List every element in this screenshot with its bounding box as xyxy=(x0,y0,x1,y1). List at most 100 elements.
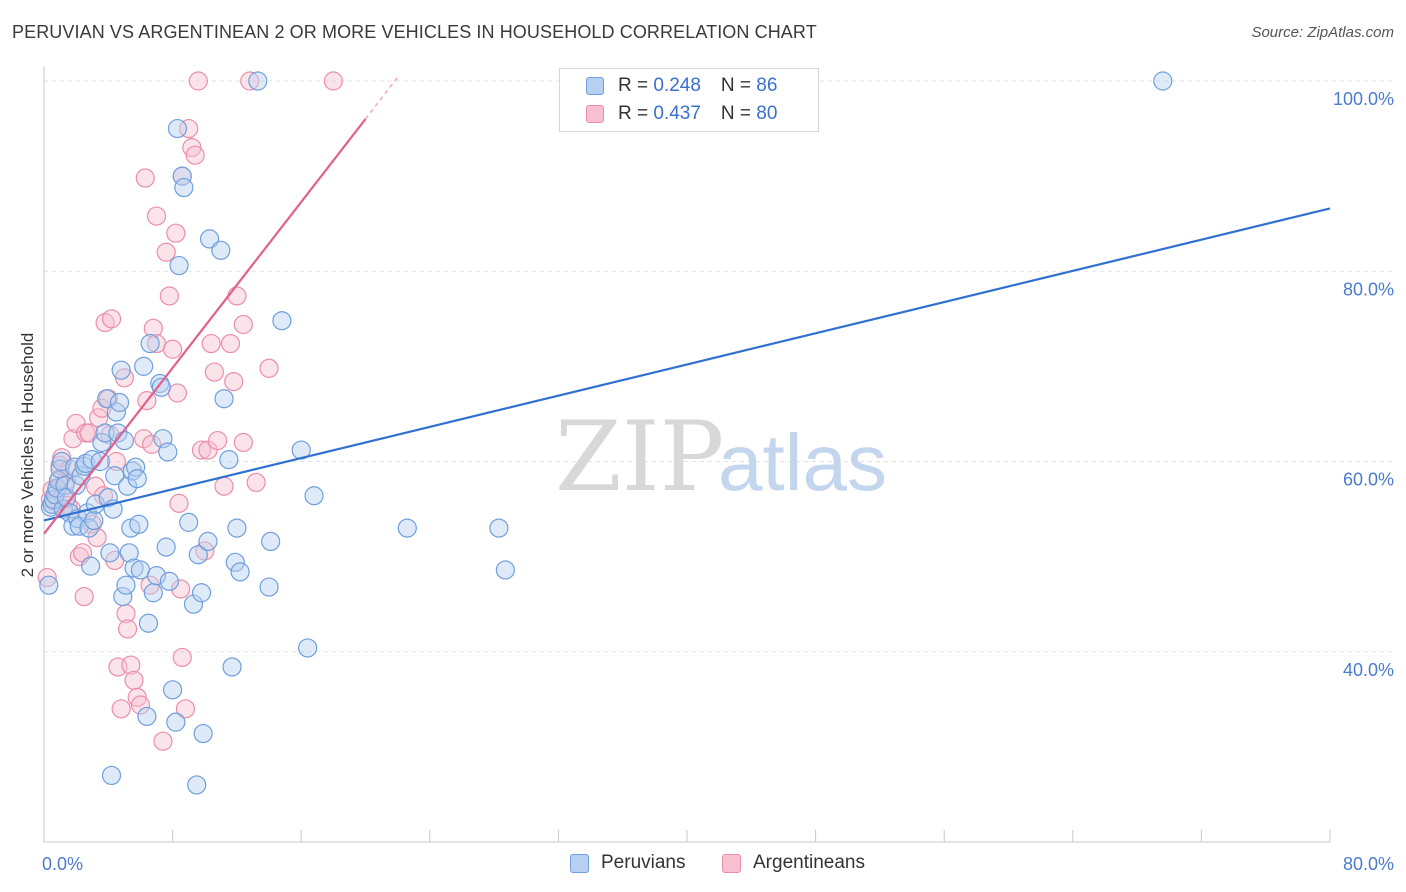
trend-lines xyxy=(43,76,1331,535)
peruvian-point xyxy=(397,518,417,538)
argentinean-point xyxy=(240,71,260,91)
peruvians-swatch xyxy=(586,77,604,95)
legend-r-value: 0.248 xyxy=(653,75,701,96)
peruvian-point xyxy=(119,543,139,563)
legend-r-label: R = xyxy=(618,75,654,96)
peruvian-point xyxy=(39,575,59,595)
peruvian-point xyxy=(100,543,120,563)
peruvian-point xyxy=(199,229,220,249)
peruvian-point xyxy=(113,586,133,607)
argentinean-point xyxy=(172,647,192,668)
argentinean-point xyxy=(159,286,179,306)
argentinean-point xyxy=(156,242,176,262)
peruvian-point xyxy=(84,510,104,531)
watermark-atlas: atlas xyxy=(718,418,887,507)
x-tick-label: 0.0% xyxy=(42,854,83,874)
argentinean-point xyxy=(246,472,266,493)
legend-row-argentineans: R = 0.437 N = 80 xyxy=(560,100,777,128)
peruvian-point xyxy=(193,723,213,744)
legend-n-label: N = xyxy=(720,103,757,124)
peruvian-point xyxy=(169,255,189,276)
argentineans-legend-swatch xyxy=(722,853,741,873)
peruvian-point xyxy=(1153,71,1173,91)
peruvian-point xyxy=(191,583,212,603)
watermark: ZIP atlas xyxy=(555,401,887,513)
argentineans-trend-line xyxy=(43,118,367,535)
argentinean-point xyxy=(92,398,112,418)
x-tick-label: 80.0% xyxy=(1343,854,1394,874)
peruvian-point xyxy=(230,562,250,582)
legend-row-peruvians: R = 0.248 N = 86 xyxy=(560,72,777,100)
peruvian-point xyxy=(127,469,147,489)
peruvians-points xyxy=(39,71,1173,795)
peruvian-point xyxy=(188,545,208,565)
argentinean-point xyxy=(171,579,191,599)
argentinean-point xyxy=(135,168,155,188)
peruvian-point xyxy=(214,389,234,409)
argentinean-point xyxy=(163,339,183,359)
peruvian-point xyxy=(198,531,218,552)
peruvian-point xyxy=(138,613,159,633)
peruvian-point xyxy=(114,430,134,451)
argentinean-point xyxy=(179,118,199,139)
argentinean-point xyxy=(121,655,141,675)
argentinean-point xyxy=(79,423,99,443)
peruvian-point xyxy=(174,177,194,198)
argentinean-point xyxy=(146,206,167,226)
peruvian-point xyxy=(130,560,151,580)
peruvian-point xyxy=(81,556,101,576)
peruvian-point xyxy=(227,518,247,538)
peruvian-point xyxy=(108,423,128,443)
peruvian-point xyxy=(66,475,86,495)
peruvian-point xyxy=(298,638,318,658)
peruvians-legend-label: Peruvians xyxy=(601,852,686,873)
peruvian-point xyxy=(98,488,118,508)
argentinean-point xyxy=(191,440,212,460)
argentinean-point xyxy=(208,430,228,451)
peruvian-point xyxy=(261,531,281,552)
argentinean-point xyxy=(233,314,253,335)
peruvian-point xyxy=(137,706,157,727)
peruvian-point xyxy=(129,514,149,534)
peruvian-point xyxy=(109,392,130,413)
argentinean-point xyxy=(74,586,94,607)
stats-legend: R = 0.248 N = 86 R = 0.437 N = 80 xyxy=(559,68,819,132)
peruvian-point xyxy=(272,311,292,331)
peruvians-legend-swatch xyxy=(570,853,589,873)
argentinean-point xyxy=(224,371,244,392)
argentineans-swatch xyxy=(586,105,604,123)
legend-n-label: N = xyxy=(720,75,757,96)
argentinean-point xyxy=(227,286,247,306)
legend-item-peruvians[interactable]: Peruvians xyxy=(570,852,686,874)
peruvian-point xyxy=(489,518,509,538)
x-tick-labels: 0.0% 80.0% xyxy=(42,854,1394,874)
peruvian-point xyxy=(304,486,324,506)
peruvian-point xyxy=(97,389,117,409)
peruvian-point xyxy=(140,333,160,354)
peruvian-point xyxy=(167,118,188,139)
legend-n-value: 86 xyxy=(756,75,778,96)
watermark-zip: ZIP xyxy=(555,401,724,513)
y-tick-labels: 40.0% 60.0% 80.0% 100.0% xyxy=(1333,89,1394,680)
argentinean-point xyxy=(323,71,343,91)
argentinean-point xyxy=(143,318,163,338)
series-legend: Peruvians Argentineans xyxy=(0,852,1406,878)
peruvian-point xyxy=(156,537,176,557)
legend-item-argentineans[interactable]: Argentineans xyxy=(722,852,865,874)
peruvian-point xyxy=(187,775,207,795)
peruvian-point xyxy=(211,240,231,260)
peruvian-point xyxy=(143,583,163,603)
y-tick-label: 60.0% xyxy=(1343,470,1394,490)
argentinean-point xyxy=(130,695,151,715)
argentinean-point xyxy=(185,145,205,165)
peruvian-point xyxy=(105,466,125,486)
chart-title: PERUVIAN VS ARGENTINEAN 2 OR MORE VEHICL… xyxy=(12,22,817,42)
legend-r-value: 0.437 xyxy=(653,103,701,124)
argentinean-point xyxy=(111,699,131,719)
argentineans-points xyxy=(37,71,343,751)
peruvian-point xyxy=(55,475,75,495)
peruvian-point xyxy=(219,449,239,470)
y-tick-label: 40.0% xyxy=(1343,660,1394,680)
argentinean-point xyxy=(175,699,196,719)
